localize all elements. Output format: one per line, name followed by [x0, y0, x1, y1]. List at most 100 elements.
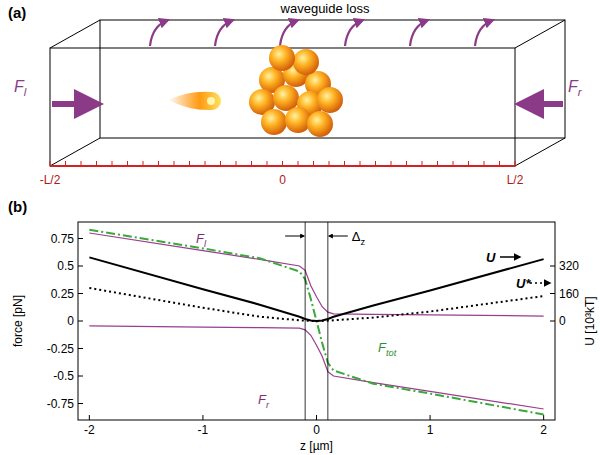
- ruler-tick: [515, 161, 516, 166]
- ruler-tick: [422, 161, 423, 166]
- plot-frame: [78, 222, 555, 420]
- force-label: Fl: [14, 78, 27, 98]
- y-tick: [78, 238, 83, 239]
- y-tick-label: 0.5: [57, 259, 74, 273]
- ruler-tick: [468, 161, 469, 166]
- series-line: [89, 288, 543, 321]
- x-tick-label: 2: [540, 423, 547, 437]
- x-tick: [543, 415, 544, 420]
- series-label: Fl: [196, 231, 207, 249]
- ruler-tick: [484, 161, 485, 166]
- x-tick-label: -2: [84, 423, 95, 437]
- y-tick: [78, 293, 83, 294]
- ruler-tick: [391, 161, 392, 166]
- ruler-tick: [158, 161, 159, 166]
- cluster-particle: [307, 111, 333, 137]
- delta-z-line: [327, 222, 328, 420]
- y-tick-label: 0: [67, 314, 74, 328]
- axis-pointer: [530, 282, 550, 284]
- x-tick: [316, 415, 317, 420]
- y2-tick: [550, 293, 555, 294]
- series-line: [89, 233, 543, 316]
- panel-label: (a): [8, 4, 26, 21]
- y-tick: [78, 376, 83, 377]
- x-tick: [89, 415, 90, 420]
- force-label: Fr: [568, 78, 583, 98]
- ruler-tick: [375, 161, 376, 166]
- loss-arrow: [345, 20, 363, 46]
- waveguide-box: [50, 20, 565, 166]
- loss-arrow: [280, 20, 298, 46]
- diagram-title: waveguide loss: [280, 1, 370, 16]
- ruler-label: L/2: [507, 173, 524, 187]
- y-tick-label: -0.5: [53, 369, 74, 383]
- series-line: [89, 326, 543, 409]
- cluster-particle: [293, 49, 319, 75]
- x-tick: [202, 415, 203, 420]
- series-label: Ftot: [378, 340, 397, 358]
- cluster-particle: [261, 109, 287, 135]
- label-base: Δ: [352, 229, 361, 244]
- y-tick: [78, 348, 83, 349]
- label-subscript: l: [24, 86, 27, 98]
- cluster-particle: [317, 87, 343, 113]
- ruler-tick: [50, 161, 51, 166]
- moving-particle: [168, 92, 221, 110]
- ruler-tick: [81, 161, 82, 166]
- ruler-label: 0: [279, 173, 286, 187]
- series-label: U: [486, 250, 496, 265]
- ruler-tick: [205, 161, 206, 166]
- box-edge: [50, 20, 100, 48]
- delta-z-line: [305, 222, 306, 420]
- y-tick-label: 0.25: [51, 287, 75, 301]
- chart-panel: (b)-2-10120.750.50.250-0.25-0.5-0.750160…: [8, 198, 597, 453]
- x-tick-label: -1: [198, 423, 209, 437]
- particle-core: [207, 97, 215, 105]
- loss-arrow: [215, 20, 233, 46]
- y-axis-title: force [pN]: [11, 295, 25, 347]
- ruler-tick: [344, 161, 345, 166]
- panel-label: (b): [8, 198, 27, 215]
- box-edge: [515, 138, 565, 166]
- ruler-tick: [499, 161, 500, 166]
- ruler-tick: [360, 161, 361, 166]
- ruler-tick: [453, 161, 454, 166]
- ruler-tick: [406, 161, 407, 166]
- series-group: [89, 222, 543, 420]
- ruler-tick: [329, 161, 330, 166]
- ruler-tick: [96, 161, 97, 166]
- ruler-tick: [282, 161, 283, 166]
- ruler-tick: [220, 161, 221, 166]
- y-tick: [78, 321, 83, 322]
- y2-axis-title: U [10³kT]: [583, 296, 597, 345]
- label-subscript: r: [266, 400, 270, 410]
- ruler-tick: [143, 161, 144, 166]
- box-edge: [515, 20, 565, 48]
- series-line: [89, 257, 543, 321]
- label-subscript: z: [361, 237, 366, 247]
- box-edge: [50, 138, 100, 166]
- ruler-tick: [437, 161, 438, 166]
- cluster-particle: [273, 85, 299, 111]
- x-axis-title: z [µm]: [300, 439, 333, 453]
- ruler-label: -L/2: [40, 173, 61, 187]
- label-subscript: l: [204, 239, 207, 249]
- cluster-particle: [285, 107, 311, 133]
- y2-tick: [550, 266, 555, 267]
- x-tick: [430, 415, 431, 420]
- loss-arrow: [475, 20, 493, 46]
- ruler-tick: [65, 161, 66, 166]
- y-tick: [78, 266, 83, 267]
- series-label: U*: [516, 276, 531, 291]
- ruler-tick: [174, 161, 175, 166]
- label-subscript: tot: [386, 348, 397, 358]
- box-back: [100, 20, 565, 138]
- ruler-tick: [298, 161, 299, 166]
- cluster-particle: [269, 45, 295, 71]
- y-tick-label: -0.75: [47, 397, 75, 411]
- series-line: [89, 230, 543, 415]
- y-tick-label: 0.75: [51, 232, 75, 246]
- force-arrow: [52, 101, 98, 107]
- ruler-tick: [127, 161, 128, 166]
- y2-tick-label: 0: [559, 314, 566, 328]
